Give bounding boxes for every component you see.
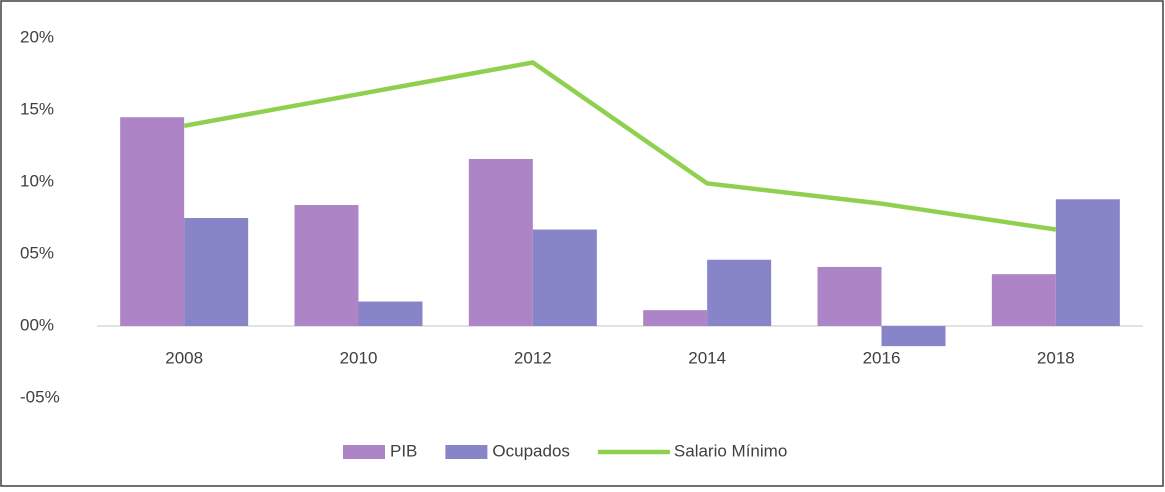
y-tick-label: -05% bbox=[20, 387, 60, 406]
legend-swatch bbox=[445, 445, 488, 459]
y-tick-label: 05% bbox=[20, 243, 54, 262]
legend-label: Ocupados bbox=[492, 441, 570, 460]
bar bbox=[707, 259, 772, 326]
y-tick-label: 10% bbox=[20, 171, 54, 190]
legend-label: Salario Mínimo bbox=[674, 441, 787, 460]
bar bbox=[120, 117, 185, 326]
bar bbox=[532, 229, 597, 326]
bar bbox=[358, 301, 423, 326]
legend-swatch bbox=[343, 445, 385, 459]
bar bbox=[643, 310, 708, 326]
legend-label: PIB bbox=[390, 441, 417, 460]
bar bbox=[294, 205, 359, 326]
bar bbox=[1055, 199, 1120, 326]
bar bbox=[817, 266, 882, 326]
y-tick-label: 15% bbox=[20, 99, 54, 118]
x-tick-label: 2012 bbox=[514, 348, 552, 367]
x-tick-label: 2014 bbox=[688, 348, 726, 367]
bar bbox=[184, 218, 249, 326]
y-tick-label: 20% bbox=[20, 27, 54, 46]
x-tick-label: 2010 bbox=[340, 348, 378, 367]
x-tick-label: 2016 bbox=[863, 348, 901, 367]
line bbox=[183, 60, 1057, 232]
x-tick-label: 2018 bbox=[1037, 348, 1075, 367]
bar bbox=[881, 326, 946, 347]
y-tick-label: 00% bbox=[20, 315, 54, 334]
bar bbox=[991, 274, 1056, 326]
x-tick-label: 2008 bbox=[165, 348, 203, 367]
bar bbox=[468, 158, 533, 326]
